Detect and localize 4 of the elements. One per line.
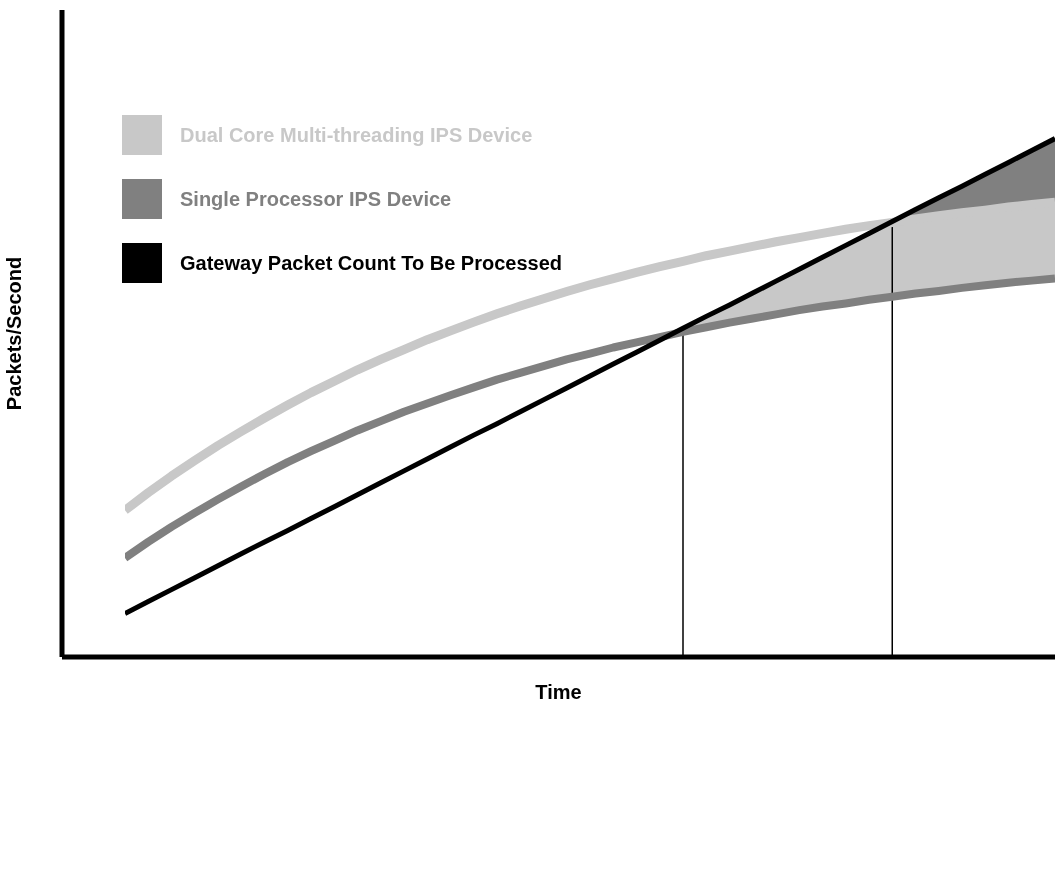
legend-label: Gateway Packet Count To Be Processed	[180, 251, 562, 275]
legend-label: Single Processor IPS Device	[180, 187, 452, 211]
y-axis-title: Packets/Second	[3, 256, 26, 411]
x-axis-title: Time	[535, 681, 582, 703]
